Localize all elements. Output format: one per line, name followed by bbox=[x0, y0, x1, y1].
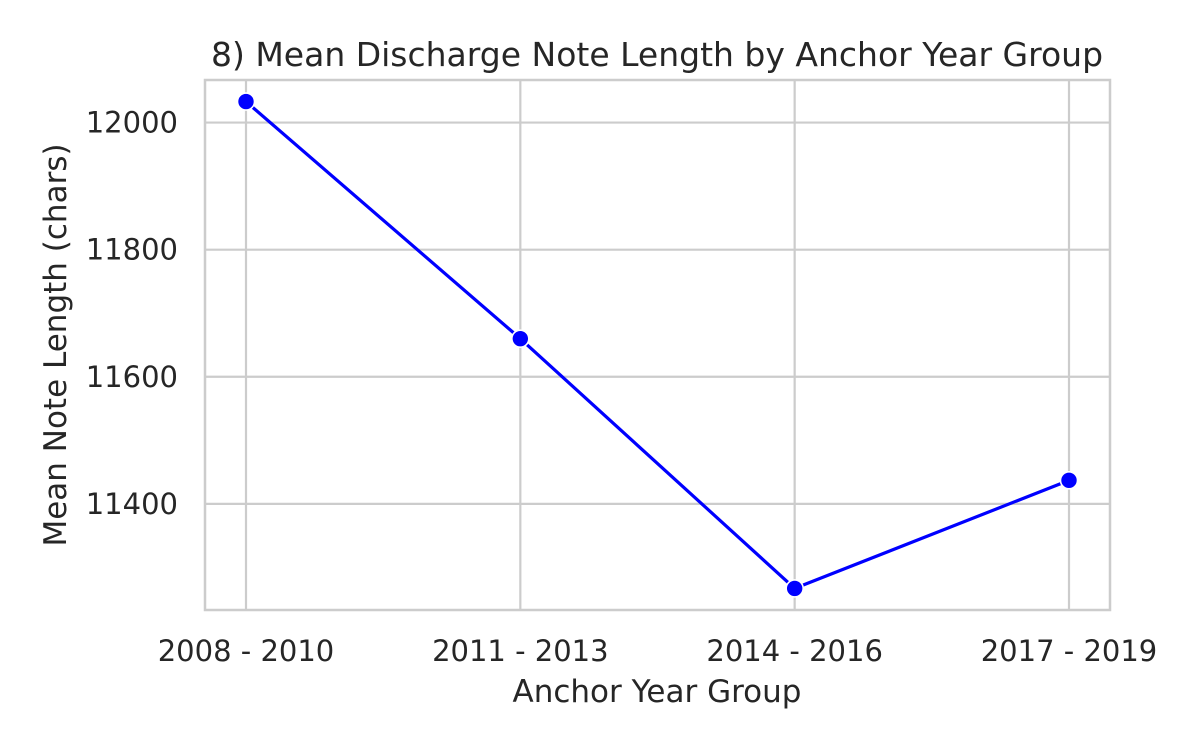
x-tick-label: 2011 - 2013 bbox=[432, 634, 609, 668]
y-axis-label: Mean Note Length (chars) bbox=[38, 143, 74, 546]
x-tick-label: 2017 - 2019 bbox=[981, 634, 1158, 668]
x-tick-labels: 2008 - 2010 2011 - 2013 2014 - 2016 2017 - … bbox=[158, 634, 1158, 668]
data-point bbox=[785, 579, 804, 598]
y-tick-label: 11400 bbox=[86, 487, 178, 521]
y-tick-label: 11800 bbox=[86, 233, 178, 267]
y-tick-labels: 11400 11600 11800 12000 bbox=[86, 106, 178, 521]
grid-lines bbox=[205, 80, 1110, 610]
chart-title: 8) Mean Discharge Note Length by Anchor … bbox=[211, 35, 1103, 74]
series-layer bbox=[236, 92, 1079, 598]
data-point bbox=[236, 92, 256, 111]
data-point bbox=[1059, 471, 1079, 490]
plot-frame bbox=[203, 78, 1112, 612]
x-tick-label: 2008 - 2010 bbox=[158, 634, 335, 668]
data-point bbox=[511, 329, 530, 348]
x-axis-label: Anchor Year Group bbox=[513, 674, 802, 710]
series-line bbox=[244, 100, 1071, 590]
x-tick-label: 2014 - 2016 bbox=[706, 634, 883, 668]
y-tick-label: 12000 bbox=[86, 106, 178, 140]
y-tick-label: 11600 bbox=[86, 360, 178, 394]
